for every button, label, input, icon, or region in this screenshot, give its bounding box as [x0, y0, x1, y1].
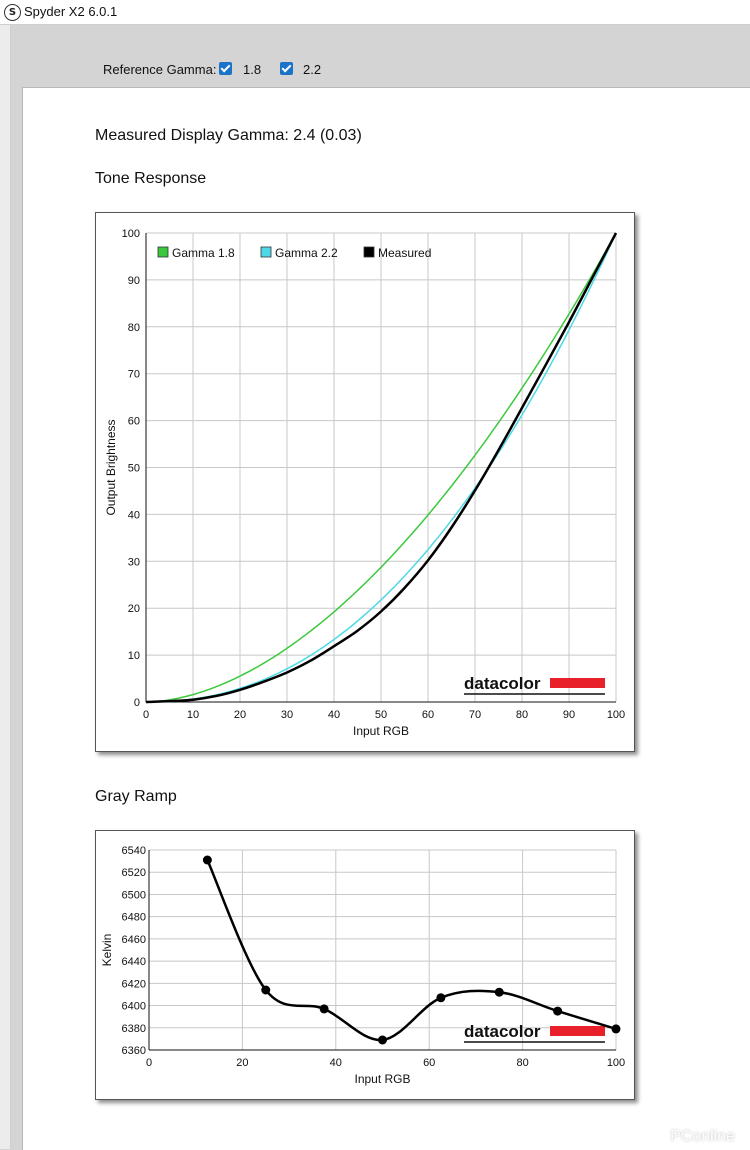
window-title: Spyder X2 6.0.1 [24, 4, 118, 19]
y-tick-label: 6500 [122, 889, 146, 901]
reference-gamma-label: Reference Gamma: [103, 62, 217, 77]
x-tick-label: 30 [281, 709, 293, 721]
y-tick-label: 6380 [122, 1023, 146, 1035]
legend-swatch [157, 246, 169, 258]
y-tick-label: 6460 [122, 934, 146, 946]
data-point [319, 1004, 329, 1014]
x-tick-label: 0 [143, 709, 149, 721]
gamma-2.2-checkbox[interactable] [280, 62, 293, 75]
x-tick-label: 60 [423, 1057, 435, 1069]
y-tick-label: 90 [128, 275, 140, 287]
x-tick-label: 20 [234, 709, 246, 721]
tone-response-heading: Tone Response [95, 170, 207, 187]
report-panel: Measured Display Gamma: 2.4 (0.03) Tone … [22, 87, 750, 1150]
datacolor-logo-text: datacolor [464, 1022, 541, 1041]
tone-response-chart: 0 10 20 30 40 50 60 70 80 90 100 0 10 20 30 40 50 60 70 80 9… [95, 212, 635, 752]
y-tick-label: 6440 [122, 956, 146, 968]
data-point [611, 1024, 621, 1034]
y-tick-label: 100 [122, 228, 140, 240]
y-tick-label: 6400 [122, 1001, 146, 1013]
y-tick-label: 80 [128, 322, 140, 334]
y-tick-label: 6540 [122, 845, 146, 857]
title-bar: S Spyder X2 6.0.1 [0, 0, 750, 25]
x-tick-label: 100 [607, 1057, 625, 1069]
data-point [378, 1035, 387, 1045]
gamma-1.8-label: 1.8 [243, 62, 262, 77]
x-tick-label: 100 [607, 709, 625, 721]
x-tick-label: 80 [516, 1057, 528, 1069]
y-tick-label: 6520 [122, 867, 146, 879]
series-line-measured [145, 232, 618, 704]
legend-swatch [260, 246, 272, 258]
y-axis-label: Output Brightness [104, 419, 118, 515]
legend-label: Measured [378, 246, 431, 260]
data-point [261, 985, 271, 995]
x-tick-label: 0 [146, 1057, 152, 1069]
x-tick-label: 70 [469, 709, 481, 721]
datacolor-logo-bar [550, 678, 605, 688]
y-tick-label: 6360 [122, 1045, 146, 1057]
measured-gamma-text: Measured Display Gamma: 2.4 (0.03) [95, 127, 362, 144]
watermark: PConline [670, 1128, 735, 1145]
x-axis-label: Input RGB [354, 1072, 410, 1086]
y-tick-label: 60 [128, 416, 140, 428]
x-axis-label: Input RGB [353, 724, 409, 738]
gray-ramp-svg: 0 20 40 60 80 100 6360 6380 6400 6420 6440 6460 6480… [100, 845, 625, 1086]
data-point [202, 855, 212, 865]
y-tick-label: 20 [128, 603, 140, 615]
x-tick-label: 10 [187, 709, 199, 721]
x-tick-label: 40 [328, 709, 340, 721]
y-tick-label: 6480 [122, 912, 146, 924]
left-panel-edge [0, 25, 11, 1149]
y-axis-label: Kelvin [100, 934, 114, 967]
data-point [494, 987, 504, 997]
datacolor-logo-bar [550, 1026, 605, 1036]
datacolor-logo-text: datacolor [464, 674, 541, 693]
legend-swatch [363, 246, 375, 258]
y-tick-label: 70 [128, 369, 140, 381]
tone-response-svg: 0 10 20 30 40 50 60 70 80 90 100 0 10 20 30 40 50 60 70 80 9… [104, 228, 625, 738]
x-tick-label: 50 [375, 709, 387, 721]
gamma-1.8-checkbox[interactable] [219, 62, 232, 75]
legend-label: Gamma 1.8 [172, 246, 235, 260]
gamma-2.2-label: 2.2 [303, 62, 322, 77]
legend-label: Gamma 2.2 [275, 246, 338, 260]
data-point [553, 1006, 563, 1016]
y-tick-label: 50 [128, 463, 140, 475]
gray-ramp-heading: Gray Ramp [95, 788, 177, 805]
x-tick-label: 20 [236, 1057, 248, 1069]
gray-ramp-chart: 0 20 40 60 80 100 6360 6380 6400 6420 6440 6460 6480… [95, 830, 635, 1100]
y-tick-label: 30 [128, 556, 140, 568]
series-line-gamma-1-8 [145, 232, 617, 703]
x-tick-label: 60 [422, 709, 434, 721]
app-icon: S [4, 4, 21, 21]
x-tick-label: 40 [330, 1057, 342, 1069]
y-tick-label: 10 [128, 650, 140, 662]
y-tick-label: 6420 [122, 978, 146, 990]
x-tick-label: 90 [563, 709, 575, 721]
y-tick-label: 0 [134, 697, 140, 709]
data-point [436, 993, 446, 1003]
x-tick-label: 80 [516, 709, 528, 721]
y-tick-label: 40 [128, 509, 140, 521]
